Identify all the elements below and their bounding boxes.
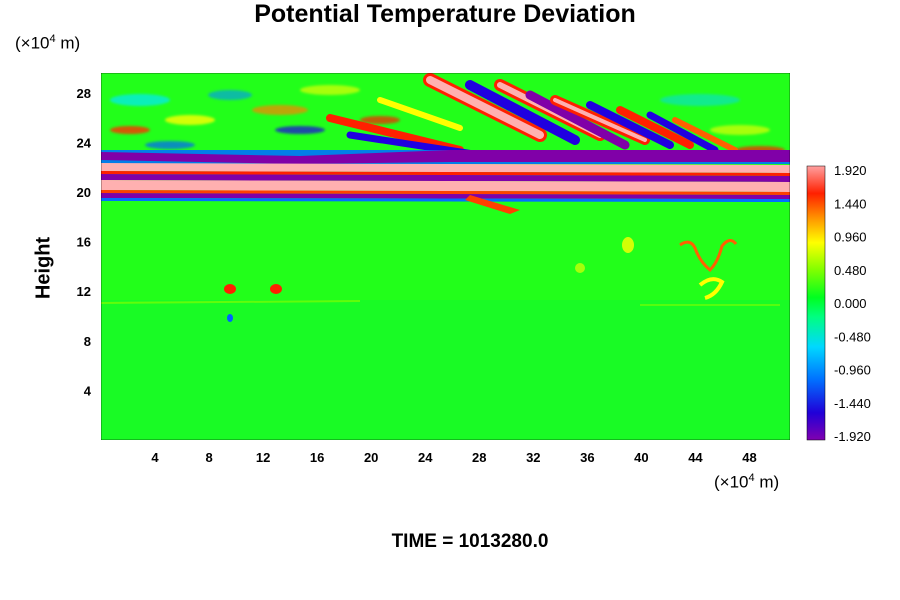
- x-tick-label: 32: [526, 450, 540, 465]
- colorbar-tick-label: -0.960: [834, 363, 871, 378]
- x-tick-label: 48: [742, 450, 756, 465]
- tropopause-band: [101, 150, 790, 214]
- lower-field: [101, 300, 790, 440]
- colorbar-tick-label: 0.480: [834, 263, 867, 278]
- x-tick-label: 16: [310, 450, 324, 465]
- x-tick-label: 36: [580, 450, 594, 465]
- chart-title: Potential Temperature Deviation: [254, 0, 636, 28]
- x-tick-label: 8: [205, 450, 212, 465]
- x-tick-label: 4: [151, 450, 159, 465]
- x-tick-label: 20: [364, 450, 378, 465]
- colorbar-ticks: 1.920 1.440 0.960 0.480 0.000 -0.480 -0.960 -1.…: [834, 163, 871, 444]
- x-tick-label: 28: [472, 450, 486, 465]
- convective-features: [101, 237, 780, 322]
- y-axis-unit: (×104 m): [15, 33, 80, 54]
- x-tick-label: 24: [418, 450, 433, 465]
- colorbar-tick-label: 0.000: [834, 296, 867, 311]
- y-tick-label: 16: [77, 235, 91, 250]
- y-unit-base: (×10: [15, 33, 50, 53]
- upper-noise: [110, 85, 785, 154]
- plot-field: [101, 73, 790, 440]
- colorbar-tick-label: -1.440: [834, 396, 871, 411]
- colorbar-tick-label: -0.480: [834, 329, 871, 344]
- colorbar-tick-label: -1.920: [834, 429, 871, 444]
- y-tick-label: 8: [84, 334, 91, 349]
- x-unit-base: (×10: [714, 472, 749, 492]
- x-tick-label: 44: [688, 450, 703, 465]
- y-unit-exp: 4: [49, 33, 56, 45]
- colorbar: [806, 165, 826, 441]
- y-tick-label: 20: [77, 185, 91, 200]
- y-tick-label: 24: [77, 135, 92, 150]
- colorbar-tick-label: 1.920: [834, 163, 867, 178]
- y-unit-tail: m): [55, 33, 81, 53]
- y-tick-label: 4: [84, 383, 92, 398]
- colorbar-tick-label: 0.960: [834, 230, 867, 245]
- y-tick-label: 12: [77, 284, 91, 299]
- colorbar-tick-label: 1.440: [834, 196, 867, 211]
- x-unit-tail: m): [754, 472, 780, 492]
- x-tick-label: 12: [256, 450, 270, 465]
- wave-streaks: [326, 73, 738, 159]
- x-axis-ticks: 4 8 12 16 20 24 28 32 36 40 44 48: [151, 450, 756, 465]
- time-label: TIME = 1013280.0: [391, 531, 549, 552]
- x-axis-unit: (×104 m): [714, 472, 779, 493]
- y-axis-ticks: 4 8 12 16 20 24 28: [77, 86, 92, 399]
- y-tick-label: 28: [77, 86, 91, 101]
- x-unit-exp: 4: [748, 472, 755, 484]
- x-tick-label: 40: [634, 450, 648, 465]
